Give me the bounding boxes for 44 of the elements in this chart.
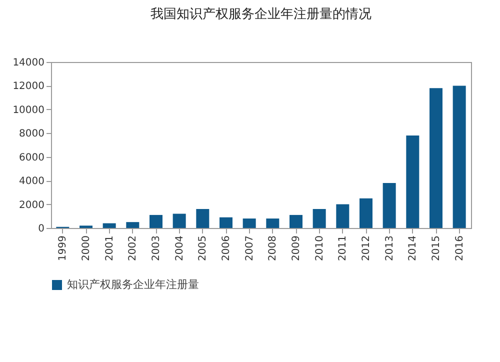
x-tick-label: 1999 <box>58 236 69 261</box>
x-tick-label: 2006 <box>221 236 232 261</box>
x-tick-label: 2007 <box>244 236 256 261</box>
bar <box>102 223 116 228</box>
x-tick-label: 2003 <box>151 236 162 261</box>
y-tick-label: 2000 <box>19 200 44 211</box>
y-tick-label: 14000 <box>12 58 44 68</box>
x-tick-label: 2009 <box>291 236 302 261</box>
bar <box>220 217 232 228</box>
chart-title: 我国知识产权服务企业年注册量的情况 <box>150 7 372 22</box>
bar <box>312 209 326 228</box>
y-tick-label: 0 <box>38 224 44 234</box>
x-tick-label: 2012 <box>361 236 372 261</box>
x-tick-label: 2010 <box>314 236 326 261</box>
x-tick-label: 2014 <box>408 236 419 261</box>
bar <box>430 88 442 228</box>
bar <box>360 198 372 228</box>
x-tick-label: 2001 <box>104 236 116 261</box>
bar <box>126 222 140 228</box>
x-tick-label: 2011 <box>338 236 349 261</box>
x-tick-label: 2008 <box>268 236 279 261</box>
bar <box>406 136 420 228</box>
y-tick-label: 6000 <box>19 152 44 164</box>
bar <box>266 218 280 228</box>
x-tick-label: 2015 <box>431 236 442 261</box>
x-tick-label: 2016 <box>454 236 466 261</box>
bar <box>196 209 210 228</box>
y-tick-label: 8000 <box>19 128 44 140</box>
bar <box>242 218 256 228</box>
bar <box>290 214 302 228</box>
x-tick-label: 2000 <box>81 236 92 261</box>
bar <box>172 214 186 228</box>
legend-label: 知识产权服务企业年注册量 <box>67 278 199 291</box>
y-tick-label: 10000 <box>12 104 44 116</box>
bar <box>382 182 396 228</box>
bar <box>150 214 162 228</box>
bar <box>452 86 466 228</box>
x-tick-label: 2004 <box>174 236 186 261</box>
x-tick-label: 2005 <box>198 236 209 261</box>
x-tick-label: 2002 <box>128 236 139 261</box>
y-tick-label: 12000 <box>12 81 44 92</box>
x-tick-label: 2013 <box>384 236 396 261</box>
y-tick-label: 4000 <box>19 176 44 188</box>
bar <box>336 204 350 228</box>
